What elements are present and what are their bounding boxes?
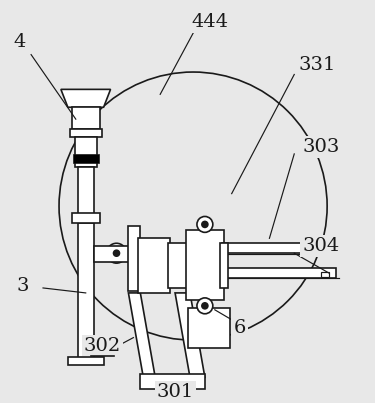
Text: 302: 302: [84, 337, 121, 355]
Text: 331: 331: [298, 56, 336, 73]
Text: 6: 6: [234, 319, 246, 337]
Bar: [222, 268, 336, 278]
Bar: [168, 243, 188, 288]
Circle shape: [202, 303, 208, 309]
Bar: [78, 223, 94, 362]
Polygon shape: [175, 293, 205, 377]
Text: 4: 4: [13, 33, 26, 51]
Bar: [321, 272, 329, 277]
Bar: [222, 243, 336, 253]
Circle shape: [197, 298, 213, 314]
Circle shape: [202, 221, 208, 227]
Bar: [138, 238, 170, 293]
Bar: [75, 137, 97, 167]
Text: 303: 303: [302, 138, 340, 156]
Bar: [68, 357, 104, 366]
Circle shape: [114, 250, 120, 256]
Bar: [128, 226, 140, 291]
Bar: [186, 231, 224, 300]
Bar: [94, 246, 143, 262]
Bar: [140, 374, 205, 389]
Polygon shape: [61, 89, 111, 107]
Text: 3: 3: [17, 277, 29, 295]
Bar: [220, 243, 228, 288]
Bar: [188, 308, 230, 347]
Bar: [72, 214, 100, 223]
Circle shape: [197, 216, 213, 233]
Polygon shape: [128, 293, 155, 377]
Text: 304: 304: [302, 237, 340, 255]
Bar: [70, 129, 102, 137]
Bar: [321, 250, 329, 255]
Circle shape: [106, 243, 126, 263]
Text: 301: 301: [156, 383, 194, 401]
Bar: [72, 107, 100, 129]
Text: 444: 444: [191, 13, 228, 31]
Bar: [73, 154, 99, 163]
Bar: [78, 167, 94, 216]
